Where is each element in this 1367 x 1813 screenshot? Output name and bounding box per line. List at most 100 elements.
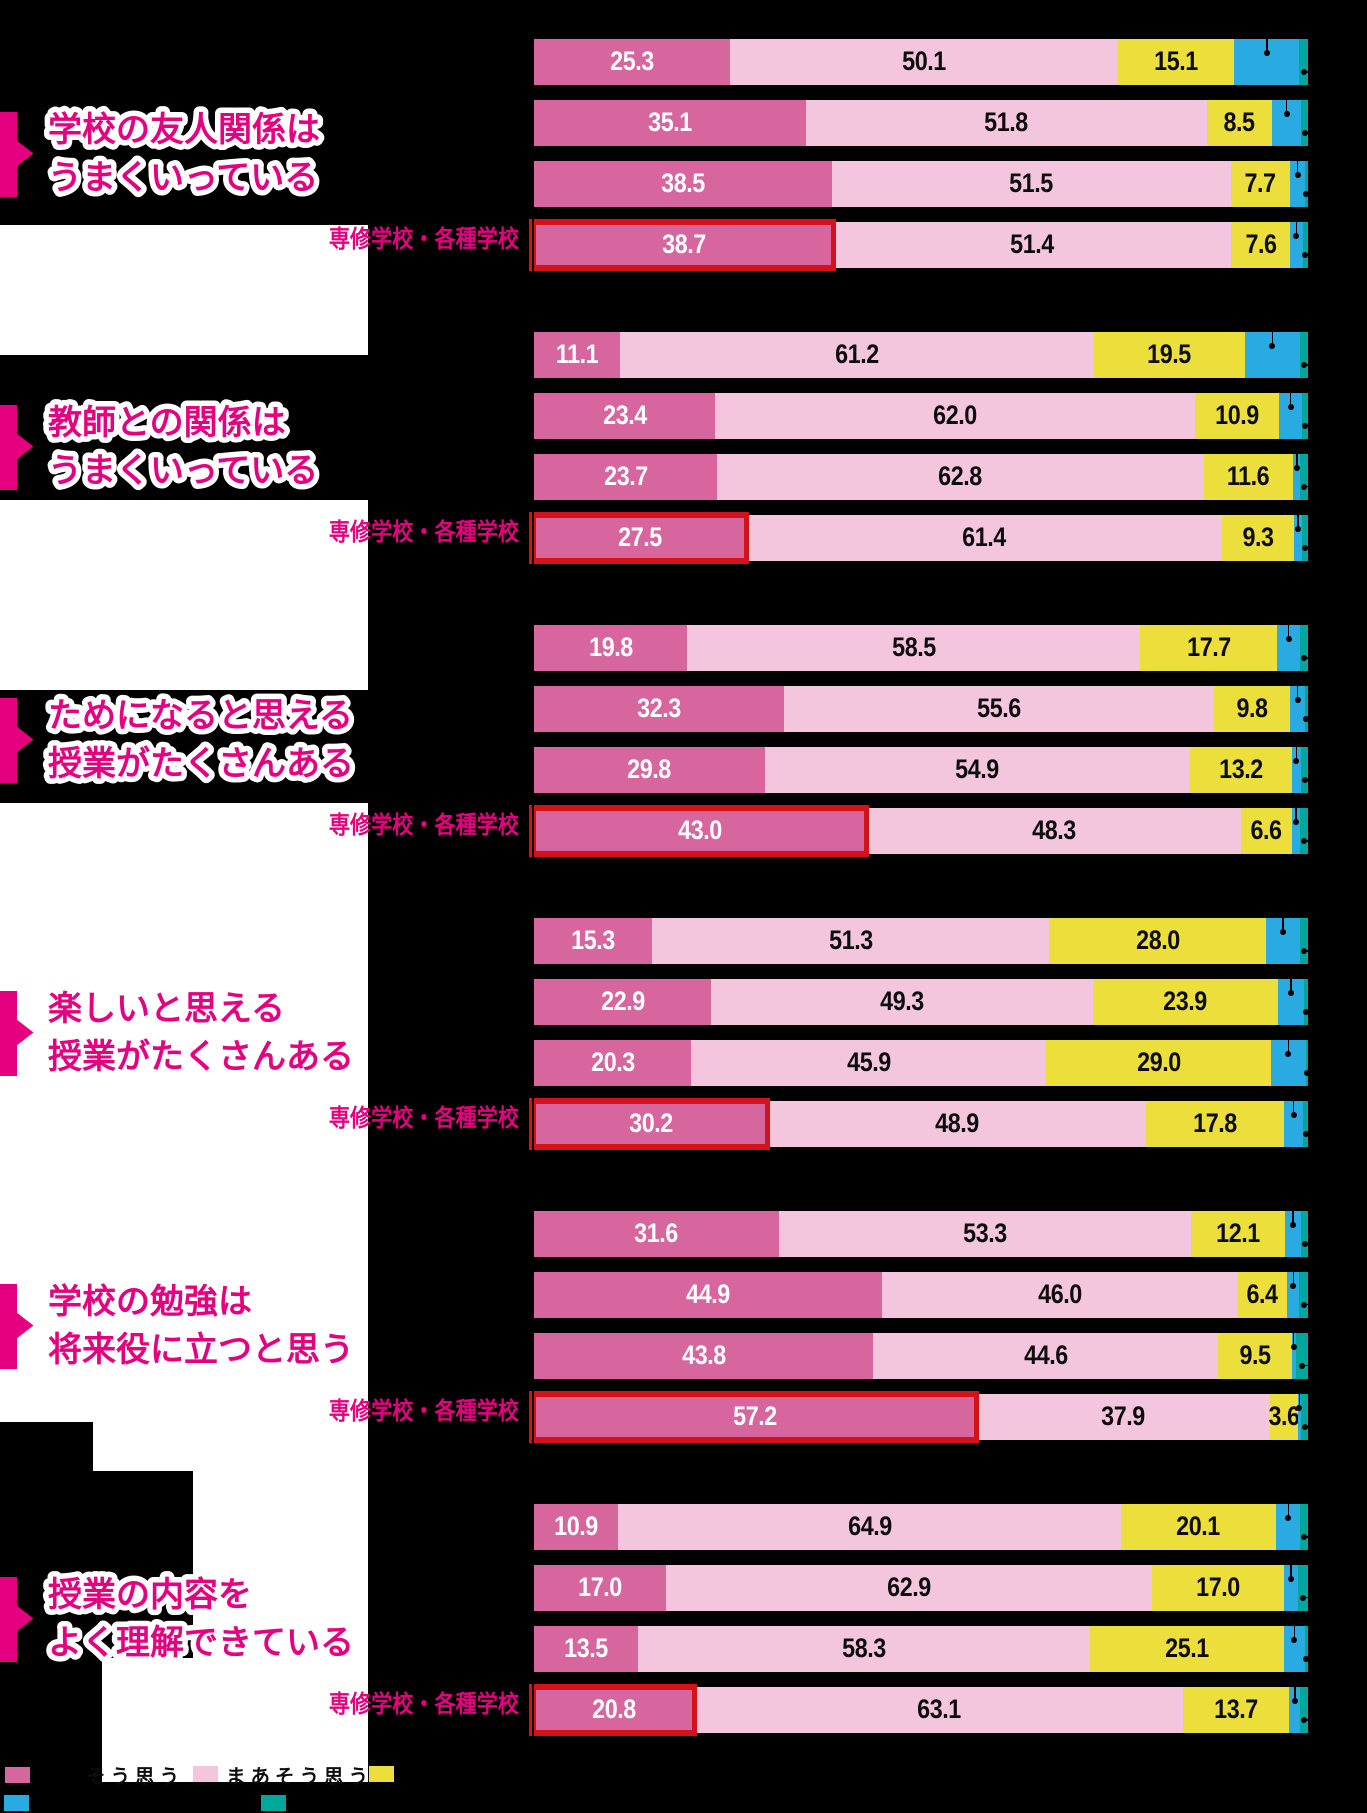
bar-value-agree: 27.5	[618, 521, 663, 552]
bar-value-agree: 20.8	[592, 1693, 637, 1724]
leader-pin-disagree	[1287, 1504, 1289, 1518]
bar-value-agree: 35.1	[648, 106, 692, 137]
bar-segment-agree: 43.8	[534, 1332, 873, 1379]
bar-segment-disagree	[1290, 685, 1305, 732]
bar-value-agree: 11.1	[555, 338, 599, 369]
bar-segment-agree: 20.8	[534, 1687, 695, 1733]
bar-segment-somewhat-disagree: 9.5	[1218, 1332, 1292, 1379]
bar-segment-no-answer	[1304, 160, 1308, 207]
section-title-line: ためになると思える	[48, 697, 353, 735]
bar-value-somewhat-agree: 62.9	[887, 1571, 931, 1602]
bar-segment-somewhat-disagree: 8.5	[1206, 99, 1273, 146]
bar-segment-somewhat-agree: 61.4	[746, 515, 1223, 561]
leader-dot-no-answer	[1300, 1301, 1307, 1308]
highlight-frame	[534, 1097, 770, 1150]
leader-dot-disagree	[1283, 110, 1290, 117]
highlight-accent-line	[529, 1097, 532, 1150]
bar-segment-no-answer	[1300, 1687, 1308, 1733]
bar-segment-disagree	[1279, 392, 1302, 439]
bar-row: 20.8 63.1 13.7	[534, 1687, 1308, 1733]
bar-value-somewhat-agree: 46.0	[1037, 1278, 1082, 1309]
bar-row: 43.0 48.3 6.6	[534, 808, 1308, 854]
bar-segment-somewhat-disagree: 9.8	[1214, 685, 1291, 732]
bar-segment-somewhat-agree: 58.3	[638, 1625, 1090, 1672]
bar-segment-somewhat-disagree: 25.1	[1089, 1625, 1284, 1672]
bar-value-somewhat-agree: 48.3	[1031, 814, 1076, 845]
row-label-senshugakko: 専修学校・各種学校	[328, 518, 519, 546]
section-ribbon-icon	[0, 405, 34, 490]
section-title-line: 授業がたくさんある	[48, 745, 354, 783]
leader-pin-disagree	[1287, 1039, 1289, 1054]
bar-value-agree: 15.3	[571, 924, 616, 955]
leader-pin-disagree	[1293, 1625, 1296, 1640]
highlight-frame	[534, 804, 869, 857]
bar-value-somewhat-agree: 44.6	[1023, 1339, 1068, 1370]
bar-value-somewhat-agree: 61.2	[834, 338, 879, 369]
bar-segment-agree: 17.0	[534, 1564, 666, 1611]
bar-segment-no-answer	[1304, 685, 1308, 732]
bar-value-agree: 19.8	[588, 631, 633, 662]
section-title-line: 楽しいと思える	[48, 990, 285, 1028]
section-title-line: よく理解できている	[48, 1624, 354, 1662]
legend-swatch-disagree	[4, 1795, 29, 1811]
bar-segment-somewhat-agree: 62.8	[717, 453, 1204, 500]
bar-value-agree: 38.7	[661, 228, 706, 259]
bar-segment-somewhat-agree: 54.9	[764, 746, 1190, 793]
bar-value-somewhat-disagree: 9.3	[1242, 521, 1275, 552]
bar-segment-no-answer	[1297, 1564, 1308, 1611]
highlight-frame	[534, 1390, 979, 1443]
leader-dot-disagree	[1285, 1050, 1292, 1057]
bar-segment-somewhat-agree: 44.6	[873, 1332, 1219, 1379]
bar-value-somewhat-disagree: 12.1	[1216, 1217, 1260, 1248]
bar-value-somewhat-disagree: 17.0	[1196, 1571, 1241, 1602]
bar-segment-agree: 57.2	[534, 1394, 977, 1440]
bar-segment-agree: 38.7	[534, 222, 834, 268]
white-panel	[0, 500, 368, 690]
bar-value-somewhat-agree: 49.3	[880, 985, 924, 1016]
bar-segment-somewhat-agree: 51.3	[652, 918, 1050, 964]
bar-row: 31.6 53.3 12.1	[534, 1211, 1308, 1257]
leader-dot-no-answer	[1299, 1594, 1306, 1601]
leader-pin-disagree	[1287, 625, 1290, 639]
leader-dot-disagree	[1293, 757, 1300, 764]
bar-row: 20.3 45.9 29.0	[534, 1039, 1308, 1086]
leader-dot-disagree	[1290, 1112, 1297, 1118]
section-ribbon-icon	[0, 1284, 34, 1369]
leader-dot-no-answer	[1301, 545, 1308, 551]
bar-value-somewhat-disagree: 11.6	[1227, 460, 1270, 491]
bar-segment-no-answer	[1299, 1271, 1308, 1318]
highlight-frame	[534, 1683, 697, 1736]
bar-row: 19.8 58.5 17.7	[534, 625, 1308, 671]
bar-row: 23.7 62.8 11.6	[534, 453, 1308, 500]
bar-segment-somewhat-disagree: 17.7	[1140, 625, 1278, 671]
leader-dot-disagree	[1269, 343, 1276, 349]
leader-pin-no-answer	[1301, 1364, 1309, 1367]
leader-dot-no-answer	[1301, 422, 1308, 429]
bar-row: 15.3 51.3 28.0	[534, 918, 1308, 964]
bar-segment-somewhat-disagree: 6.6	[1240, 808, 1292, 854]
row-label-senshugakko: 専修学校・各種学校	[328, 1104, 519, 1132]
legend-swatch-agree	[5, 1767, 30, 1783]
leader-pin-disagree	[1285, 99, 1288, 114]
leader-dot-disagree	[1291, 1698, 1298, 1704]
highlight-accent-line	[529, 1683, 532, 1736]
bar-segment-disagree	[1287, 1271, 1300, 1318]
bar-segment-somewhat-agree: 62.9	[665, 1564, 1153, 1611]
bar-row: 38.7 51.4 7.6	[534, 222, 1308, 268]
leader-pin-disagree	[1295, 222, 1298, 236]
highlight-frame	[534, 218, 836, 271]
bar-segment-disagree	[1283, 1101, 1304, 1147]
leader-dot-disagree	[1289, 1222, 1296, 1228]
bar-segment-agree: 44.9	[534, 1271, 882, 1318]
bar-segment-agree: 32.3	[534, 685, 784, 732]
bar-value-agree: 31.6	[634, 1217, 679, 1248]
bar-segment-somewhat-agree: 45.9	[691, 1039, 1047, 1086]
bar-row: 38.5 51.5 7.7	[534, 160, 1308, 207]
section-ribbon-icon	[0, 1577, 34, 1662]
leader-dot-disagree	[1294, 171, 1301, 178]
bar-value-somewhat-agree: 37.9	[1101, 1400, 1146, 1431]
bar-segment-somewhat-agree: 55.6	[784, 685, 1215, 732]
section-ribbon-icon	[0, 698, 34, 783]
section-title: 授業の内容を よく理解できている	[36, 1567, 456, 1687]
bar-value-agree: 32.3	[637, 692, 681, 723]
